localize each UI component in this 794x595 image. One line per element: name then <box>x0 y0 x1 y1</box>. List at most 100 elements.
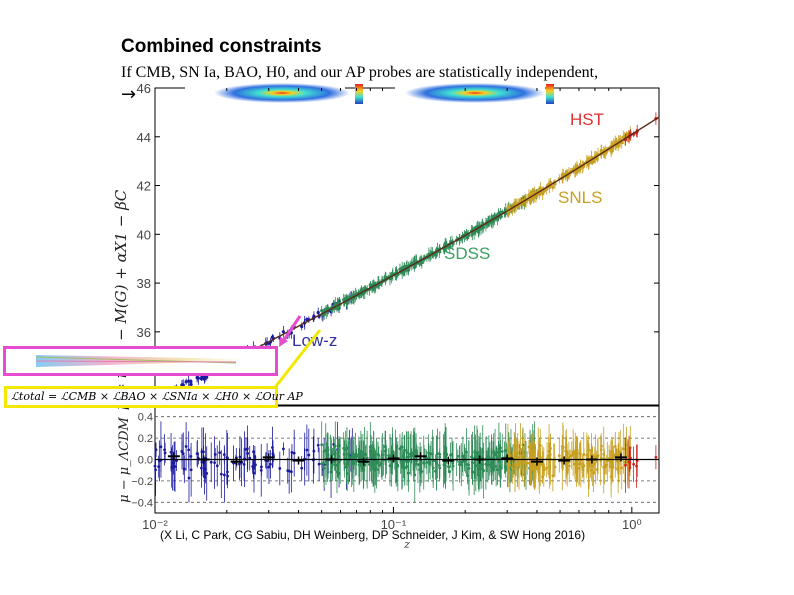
residual-point-low-z <box>159 445 163 449</box>
residual-point-low-z <box>312 449 316 453</box>
residual-point-sdss <box>322 461 325 465</box>
binned-residuals <box>167 452 627 466</box>
residual-point-low-z <box>187 448 191 452</box>
residual-point-sdss <box>403 466 407 470</box>
residual-point-snls <box>605 459 609 463</box>
residual-point-snls <box>620 466 624 470</box>
residual-point-snls <box>613 445 617 448</box>
residual-point-sdss <box>443 464 447 468</box>
residual-point-snls <box>551 474 555 478</box>
residual-point-low-z <box>252 471 256 475</box>
residual-point-low-z <box>180 450 184 453</box>
colorbar-left <box>355 84 363 104</box>
residual-point-sdss <box>463 454 466 458</box>
y-axis-title: μ = m_B − M(G) + αX1 − βC <box>112 189 130 410</box>
residual-point-sdss <box>331 462 334 466</box>
residual-point-low-z <box>215 464 219 468</box>
residual-point-sdss <box>459 463 463 467</box>
residual-point-snls <box>508 454 512 457</box>
point-low-z <box>205 375 209 379</box>
residual-point-low-z <box>289 470 293 474</box>
residual-point-low-z <box>218 451 222 455</box>
residual-point-snls <box>612 455 615 458</box>
residual-point-sdss <box>429 452 433 456</box>
residual-point-sdss <box>450 453 454 456</box>
residual-point-low-z <box>242 462 246 466</box>
residual-point-snls <box>591 464 594 468</box>
residual-point-snls <box>507 462 511 466</box>
residual-point-low-z <box>317 462 321 466</box>
residual-point-low-z <box>172 464 176 468</box>
residual-point-snls <box>602 453 606 456</box>
residual-point-low-z <box>200 466 203 470</box>
likelihood-contour-right <box>405 83 545 103</box>
residual-point-sdss <box>433 469 437 473</box>
residual-point-sdss <box>402 462 405 465</box>
residual-point-low-z <box>305 448 309 452</box>
point-snls <box>621 135 625 139</box>
residual-point-sdss <box>333 444 337 448</box>
residual-point-sdss <box>401 454 405 458</box>
residual-point-snls <box>589 462 592 466</box>
residual-tick-label: −0.2 <box>131 476 153 488</box>
residual-point-low-z <box>271 446 274 449</box>
residual-point-snls <box>548 453 552 456</box>
residual-point-sdss <box>350 460 354 464</box>
residual-point-low-z <box>307 453 311 457</box>
residual-point-low-z <box>316 443 320 447</box>
residual-point-snls <box>540 463 544 466</box>
residual-point-snls <box>599 448 603 452</box>
residual-point-sdss <box>376 452 380 456</box>
residual-point-sdss <box>337 460 341 464</box>
residual-point-hst <box>654 455 658 459</box>
residual-point-sdss <box>414 449 418 453</box>
residual-point-low-z <box>187 476 191 480</box>
point-low-z <box>316 310 320 315</box>
x-tick-label: 10⁰ <box>622 517 642 532</box>
residual-point-sdss <box>342 452 346 456</box>
residual-point-sdss <box>494 465 498 468</box>
residual-point-hst <box>624 463 627 467</box>
lcdm-model-curve <box>226 116 660 365</box>
residual-point-snls <box>610 467 614 470</box>
x-tick-label: 10⁻¹ <box>381 517 407 532</box>
residual-point-snls <box>560 444 564 448</box>
residual-point-sdss <box>384 448 388 452</box>
residual-point-sdss <box>345 461 349 465</box>
likelihood-contour-left <box>214 83 350 103</box>
residual-point-sdss <box>368 445 372 449</box>
residual-point-low-z <box>184 445 188 448</box>
residual-point-snls <box>575 462 579 466</box>
residual-point-sdss <box>438 455 442 459</box>
residual-point-sdss <box>496 468 499 472</box>
residual-point-snls <box>577 466 581 470</box>
residual-point-low-z <box>163 448 167 452</box>
point-snls <box>513 201 517 205</box>
point-low-z <box>187 379 191 383</box>
residual-tick-label: −0.4 <box>131 497 153 509</box>
residual-point-snls <box>618 450 622 454</box>
residual-point-sdss <box>405 451 409 454</box>
residual-point-snls <box>513 445 517 449</box>
residual-point-snls <box>568 454 572 458</box>
residual-point-sdss <box>461 460 464 464</box>
residual-point-sdss <box>415 452 418 456</box>
residual-point-low-z <box>209 460 213 464</box>
point-snls <box>613 140 617 144</box>
residual-point-sdss <box>497 450 500 454</box>
pink-pointer-arrow <box>280 315 302 344</box>
residual-point-low-z <box>170 466 174 469</box>
y-tick-label: 44 <box>137 130 151 145</box>
y-tick-label: 38 <box>137 276 151 291</box>
residual-point-sdss <box>471 461 474 465</box>
series-label-low-z: Low-z <box>292 331 337 350</box>
point-sdss <box>400 266 404 270</box>
residual-point-low-z <box>205 472 209 475</box>
residual-point-hst <box>632 462 636 466</box>
y-tick-label: 42 <box>137 179 151 194</box>
residual-tick-label: 0.2 <box>138 433 153 445</box>
point-sdss <box>333 302 337 306</box>
residual-point-snls <box>545 466 549 470</box>
residual-point-sdss <box>377 463 381 467</box>
point-low-z <box>199 377 204 381</box>
